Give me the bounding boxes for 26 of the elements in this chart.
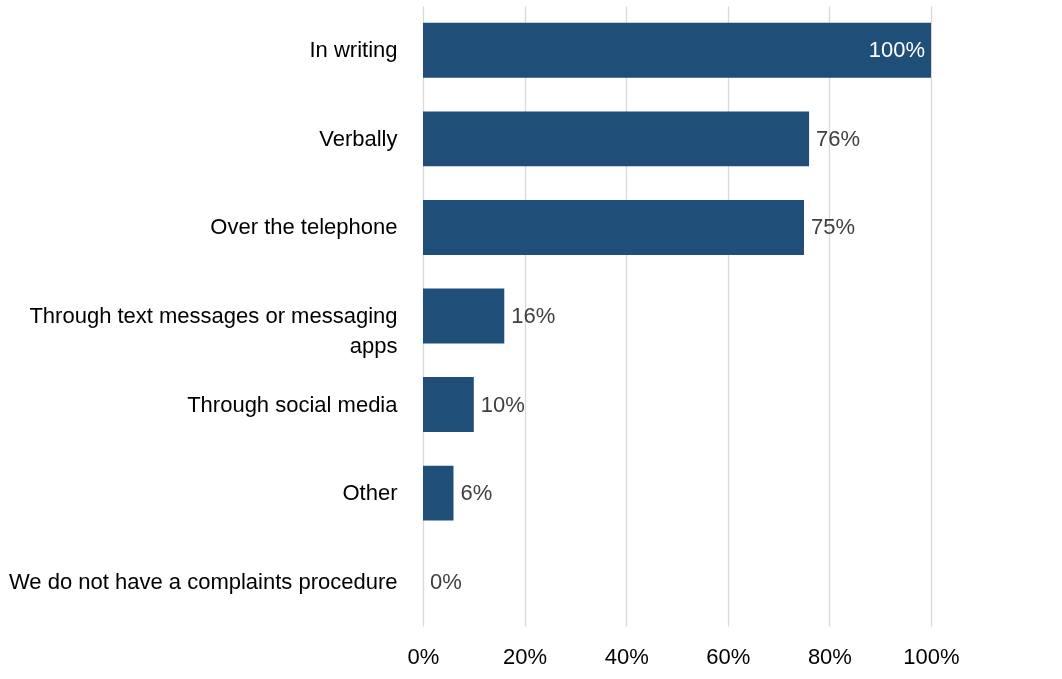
y-tick-label: In writing — [309, 37, 398, 63]
x-tick-label: 60% — [706, 643, 751, 669]
bar — [423, 288, 505, 344]
bar — [423, 465, 454, 521]
y-tick-label: Verbally — [319, 125, 398, 151]
bar — [423, 199, 804, 255]
x-tick-label: 20% — [503, 643, 548, 669]
data-label: 100% — [868, 37, 925, 63]
y-tick-label: Other — [342, 480, 398, 506]
bar — [423, 377, 474, 433]
y-tick-label: We do not have a complaints procedure — [9, 568, 398, 594]
data-label: 76% — [816, 125, 861, 151]
y-tick-label: Over the telephone — [210, 214, 398, 240]
data-label: 75% — [811, 214, 856, 240]
x-tick-label: 100% — [903, 643, 960, 669]
y-tick-label: Through social media — [187, 391, 399, 417]
x-tick-label: 40% — [604, 643, 649, 669]
x-tick-label: 0% — [407, 643, 440, 669]
data-label: 10% — [480, 391, 525, 417]
data-label: 0% — [430, 568, 462, 594]
x-tick-label: 80% — [807, 643, 852, 669]
data-label: 16% — [511, 303, 556, 328]
data-label: 6% — [460, 480, 493, 506]
bar — [423, 111, 810, 167]
y-tick-label: Through text messages or messaging apps — [29, 303, 398, 358]
bar — [423, 22, 931, 78]
